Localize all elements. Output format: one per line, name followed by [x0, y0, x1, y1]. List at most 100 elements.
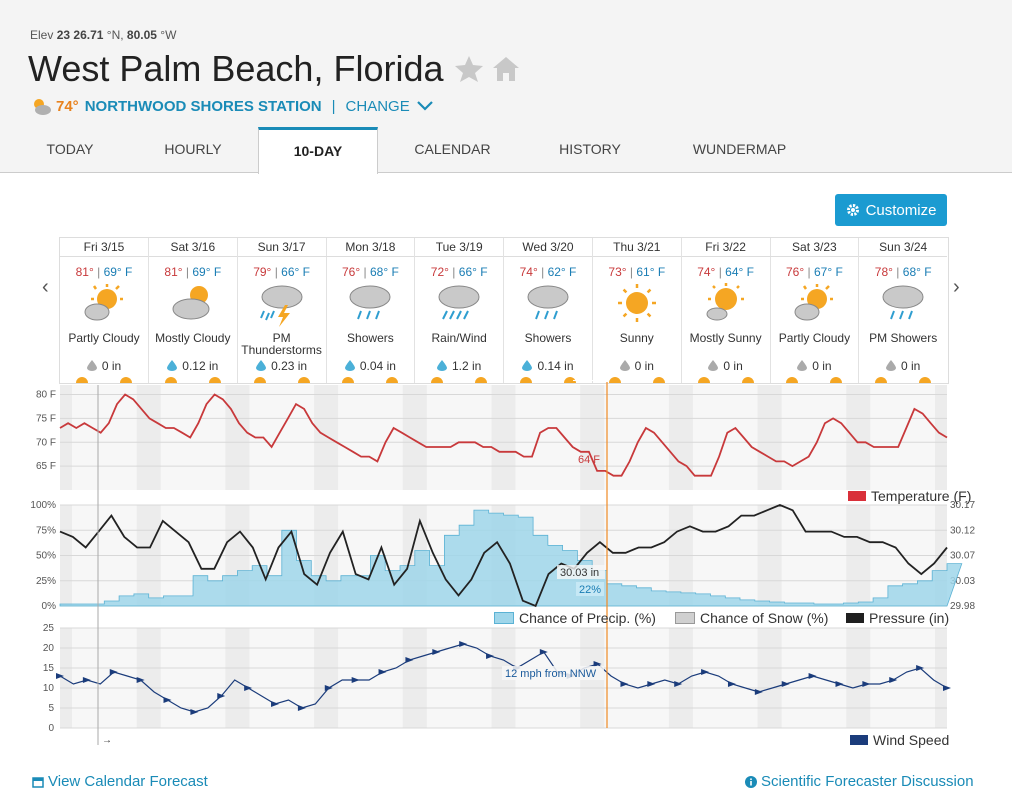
day-high: 76°: [342, 265, 361, 279]
change-station-link[interactable]: CHANGE: [345, 97, 410, 115]
sunrise-sunset-icon: [253, 377, 310, 383]
legend-temperature[interactable]: Temperature (F): [848, 488, 971, 504]
pressure-axis-tick: 30.07: [950, 551, 975, 562]
day-condition: Rain/Wind: [431, 331, 487, 345]
night-band: [402, 628, 427, 728]
day-condition: Showers: [347, 331, 394, 345]
night-band: [846, 385, 871, 490]
night-band: [668, 385, 693, 490]
sunrise-sunset-icon: [164, 377, 221, 383]
legend-swatch: [848, 491, 866, 501]
day-card[interactable]: Fri 3/22 74° | 64° F Mostly Sunny 0 in: [681, 238, 771, 383]
legend-label: Temperature (F): [871, 488, 972, 504]
legend-wind[interactable]: Wind Speed: [850, 732, 949, 748]
pressure-readout-bg: [557, 565, 605, 579]
wind-direction-marker: [727, 681, 736, 687]
day-high: 81°: [75, 265, 94, 279]
wind-direction-marker: [486, 653, 495, 659]
day-card[interactable]: Tue 3/19 72° | 66° F Rain/Wind 1.2 in: [415, 238, 505, 383]
wind-direction-marker: [459, 641, 468, 647]
home-icon[interactable]: [492, 55, 520, 83]
day-precip: 0.12 in: [149, 359, 237, 373]
day-card[interactable]: Sat 3/23 76° | 67° F Partly Cloudy 0 in: [770, 238, 860, 383]
sunrise-sunset-icon: [608, 377, 665, 383]
previous-days-chevron-icon[interactable]: ‹: [42, 276, 49, 298]
next-days-chevron-icon[interactable]: ›: [953, 276, 960, 298]
legend-swatch: [494, 612, 514, 624]
raindrop-icon: [86, 360, 97, 371]
view-calendar-forecast-link[interactable]: View Calendar Forecast: [32, 773, 208, 790]
raindrop-icon: [256, 360, 267, 371]
day-precip-amount: 0.04 in: [359, 359, 396, 373]
page-title: West Palm Beach, Florida: [28, 48, 444, 89]
raindrop-icon: [797, 360, 808, 371]
day-low: 68° F: [902, 265, 932, 279]
night-band: [314, 385, 339, 490]
wind-direction-marker: [781, 681, 790, 687]
wind-readout-bg: [502, 666, 604, 680]
day-temps: 73° | 61° F: [593, 265, 681, 279]
customize-button[interactable]: Customize: [835, 194, 947, 226]
day-date: Thu 3/21: [592, 238, 681, 257]
wind-direction-marker: [539, 649, 548, 655]
temp-separator: |: [541, 265, 545, 279]
elevation-coordinates: Elev 23 26.71 °N, 80.05 °W: [30, 28, 177, 42]
night-band: [491, 385, 516, 490]
tab-calendar[interactable]: CALENDAR: [414, 141, 491, 157]
raindrop-icon: [708, 360, 719, 371]
day-condition: Sunny: [619, 331, 654, 345]
day-temps: 74° | 62° F: [504, 265, 592, 279]
calendar-link-label: View Calendar Forecast: [48, 773, 208, 790]
chevron-down-icon[interactable]: [415, 99, 435, 113]
day-card[interactable]: Sun 3/24 78° | 68° F PM Showers 0 in: [859, 238, 948, 383]
tab-wundermap[interactable]: WUNDERMAP: [692, 141, 787, 157]
night-band: [225, 385, 250, 490]
wind-direction-marker: [647, 681, 656, 687]
favorite-star-icon[interactable]: [454, 55, 484, 83]
day-card[interactable]: Sun 3/17 79° | 66° F PM Thunderstorms 0.23 …: [237, 238, 327, 383]
day-condition: Mostly Cloudy: [155, 331, 231, 345]
legend-pressure[interactable]: Pressure (in): [846, 610, 949, 626]
sunrise-sunset-icon: [875, 377, 932, 383]
station-temperature: 74°: [56, 97, 79, 115]
day-card[interactable]: Mon 3/18 76° | 68° F Showers 0.04 in: [326, 238, 416, 383]
day-low: 69° F: [103, 265, 133, 279]
wind-direction-marker: [378, 669, 387, 675]
day-precip-amount: 0.23 in: [271, 359, 308, 373]
wind-direction-marker: [593, 661, 602, 667]
tab-history[interactable]: HISTORY: [559, 141, 621, 157]
day-date: Tue 3/19: [415, 238, 504, 257]
day-date: Sat 3/23: [770, 238, 859, 257]
day-card[interactable]: Thu 3/21 73° | 61° F Sunny 0 in: [592, 238, 682, 383]
tab-10-day[interactable]: 10-DAY: [258, 127, 378, 174]
showers-icon: [882, 285, 924, 320]
temp-separator: |: [629, 265, 634, 279]
legend-precip[interactable]: Chance of Precip. (%): [494, 610, 656, 626]
day-card[interactable]: Fri 3/15 81° | 69° F Partly Cloudy 0 in: [60, 238, 149, 383]
legend-snow[interactable]: Chance of Snow (%): [675, 610, 828, 626]
day-card[interactable]: Sat 3/16 81° | 69° F Mostly Cloudy 0.12 in: [148, 238, 238, 383]
forecaster-discussion-link[interactable]: Scientific Forecaster Discussion: [745, 773, 974, 790]
gear-icon: [846, 204, 859, 216]
wind-direction-marker: [754, 689, 763, 695]
day-low: 67° F: [813, 265, 843, 279]
day-condition: PM Showers: [869, 331, 938, 345]
station-name[interactable]: NORTHWOOD SHORES STATION: [84, 97, 322, 115]
day-low: 62° F: [547, 265, 577, 279]
wind-direction-marker: [889, 677, 898, 683]
info-icon: [745, 775, 757, 788]
day-card[interactable]: Wed 3/20 74° | 62° F Showers 0.14 in: [504, 238, 593, 383]
pressure-readout: 30.03 in: [560, 567, 599, 579]
wind-direction-marker: [351, 677, 360, 683]
day-high: 72°: [430, 265, 449, 279]
tab-today[interactable]: TODAY: [46, 141, 94, 157]
day-high: 73°: [608, 265, 627, 279]
station-bar: 74° NORTHWOOD SHORES STATION | CHANGE: [30, 96, 435, 116]
legend-label: Wind Speed: [873, 732, 950, 748]
raindrop-icon: [886, 360, 896, 371]
legend-swatch: [846, 613, 864, 623]
legend-swatch: [675, 612, 695, 624]
tab-hourly[interactable]: HOURLY: [164, 141, 222, 157]
night-band: [580, 385, 605, 490]
